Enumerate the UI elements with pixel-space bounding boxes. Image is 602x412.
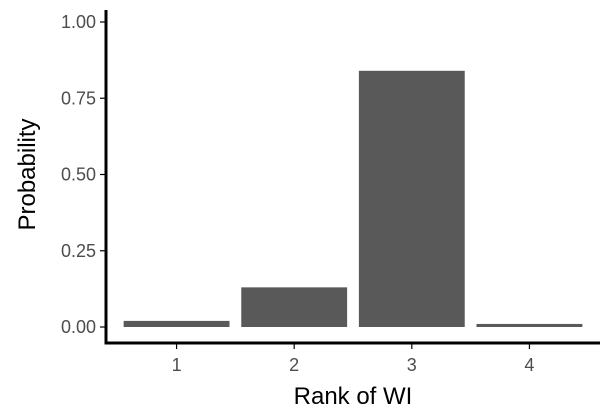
bars-group xyxy=(123,70,583,328)
y-axis-title: Probability xyxy=(14,118,41,230)
y-axis-ticks: 0.00 0.25 0.50 0.75 1.00 xyxy=(61,12,106,337)
y-tick-label: 0.50 xyxy=(61,165,96,185)
y-tick-label: 0.00 xyxy=(61,317,96,337)
x-tick-label: 2 xyxy=(289,355,299,375)
bar-3 xyxy=(358,70,465,328)
x-axis-title: Rank of WI xyxy=(294,383,413,410)
y-tick-label: 1.00 xyxy=(61,12,96,32)
y-tick-label: 0.25 xyxy=(61,241,96,261)
bar-4 xyxy=(476,323,583,327)
x-tick-label: 4 xyxy=(524,355,534,375)
bar-2 xyxy=(241,287,348,327)
x-tick-label: 1 xyxy=(172,355,182,375)
x-tick-label: 3 xyxy=(407,355,417,375)
bar-1 xyxy=(123,320,230,327)
y-tick-label: 0.75 xyxy=(61,88,96,108)
x-axis-ticks: 1 2 3 4 xyxy=(172,343,534,375)
